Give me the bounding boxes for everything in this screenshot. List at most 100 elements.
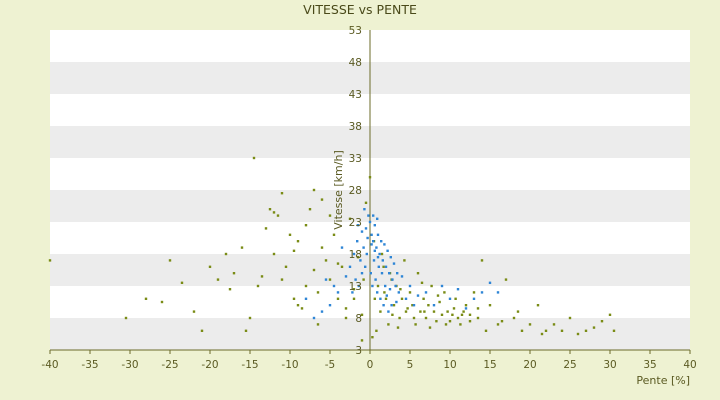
data-point (600, 320, 604, 323)
data-point (356, 224, 360, 227)
data-point (48, 259, 52, 262)
y-tick-label: 13 (349, 281, 362, 293)
data-point (232, 272, 236, 275)
data-point (396, 272, 399, 275)
data-point (354, 278, 357, 281)
data-point (448, 320, 452, 323)
data-point (584, 329, 588, 332)
data-point (383, 291, 386, 294)
data-point (391, 313, 394, 316)
data-point (362, 278, 365, 281)
data-point (356, 256, 360, 259)
data-point (390, 304, 393, 307)
data-point (392, 262, 396, 265)
data-point (385, 294, 388, 297)
data-point (412, 316, 416, 320)
y-tick-label: 38 (349, 121, 362, 133)
data-point (391, 278, 394, 281)
data-point (316, 291, 320, 294)
data-point (304, 284, 308, 288)
data-point (476, 307, 480, 310)
data-point (398, 316, 401, 320)
data-point (367, 214, 370, 217)
data-point (356, 240, 359, 243)
data-point (320, 310, 324, 313)
data-point (388, 288, 392, 291)
data-point (364, 227, 368, 230)
data-point (411, 304, 414, 307)
data-point (284, 265, 288, 268)
data-point (422, 297, 425, 300)
data-point (280, 278, 284, 281)
data-point (540, 332, 544, 336)
data-point (382, 265, 385, 268)
data-point (496, 291, 500, 294)
data-point (340, 246, 344, 249)
data-point (424, 316, 428, 320)
data-point (268, 208, 272, 211)
data-point (388, 272, 391, 275)
data-point (384, 284, 387, 288)
data-point (438, 300, 441, 304)
data-point (296, 240, 300, 243)
data-point (456, 288, 460, 291)
data-point (304, 297, 308, 300)
x-tick-label: 30 (603, 359, 616, 371)
data-point (408, 291, 412, 294)
data-point (364, 201, 368, 204)
data-point (403, 259, 406, 262)
data-point (320, 246, 324, 249)
data-point (472, 291, 476, 294)
data-point (300, 307, 304, 310)
data-point (576, 332, 580, 336)
data-point (357, 284, 360, 288)
x-tick-label: 25 (563, 359, 576, 371)
data-point (344, 316, 348, 320)
data-point (324, 278, 328, 281)
data-point (362, 246, 365, 249)
data-point (432, 310, 436, 313)
data-point (366, 236, 369, 240)
data-point (272, 211, 276, 214)
data-point (312, 268, 316, 272)
data-point (348, 265, 352, 268)
data-point (384, 297, 388, 300)
data-point (371, 336, 374, 339)
data-point (340, 265, 344, 268)
plot-axes (49, 30, 691, 354)
data-point (296, 304, 300, 307)
data-point (336, 297, 340, 300)
data-point (377, 265, 380, 268)
data-point (428, 326, 432, 329)
data-point (414, 323, 417, 326)
x-axis-label: Pente [%] (636, 374, 690, 387)
data-point (316, 323, 320, 326)
data-point (404, 310, 408, 313)
data-point (420, 281, 424, 284)
data-point (336, 262, 340, 265)
x-tick-label: -20 (201, 359, 218, 371)
data-point (451, 313, 454, 316)
data-point (379, 297, 382, 300)
data-point (292, 249, 296, 252)
data-point (360, 313, 364, 316)
x-tick-label: -15 (241, 359, 258, 371)
data-point (288, 233, 292, 236)
data-point (443, 291, 446, 294)
data-point (363, 208, 366, 211)
data-point (372, 214, 375, 217)
data-point (312, 188, 316, 192)
data-point (359, 259, 362, 262)
data-point (387, 310, 390, 313)
data-point (608, 313, 612, 316)
data-point (371, 284, 374, 288)
x-tick-label: 10 (443, 359, 456, 371)
data-point (444, 323, 448, 326)
data-point (370, 233, 373, 236)
tick-labels: -40 -35 -30 -25 -20 -15 -10 -5 0 5 10 15 20 25 30 35 40 3… (41, 25, 696, 371)
data-point (352, 288, 356, 291)
data-point (244, 329, 248, 332)
data-point (328, 304, 332, 307)
data-point (504, 278, 508, 281)
data-point (208, 265, 212, 268)
